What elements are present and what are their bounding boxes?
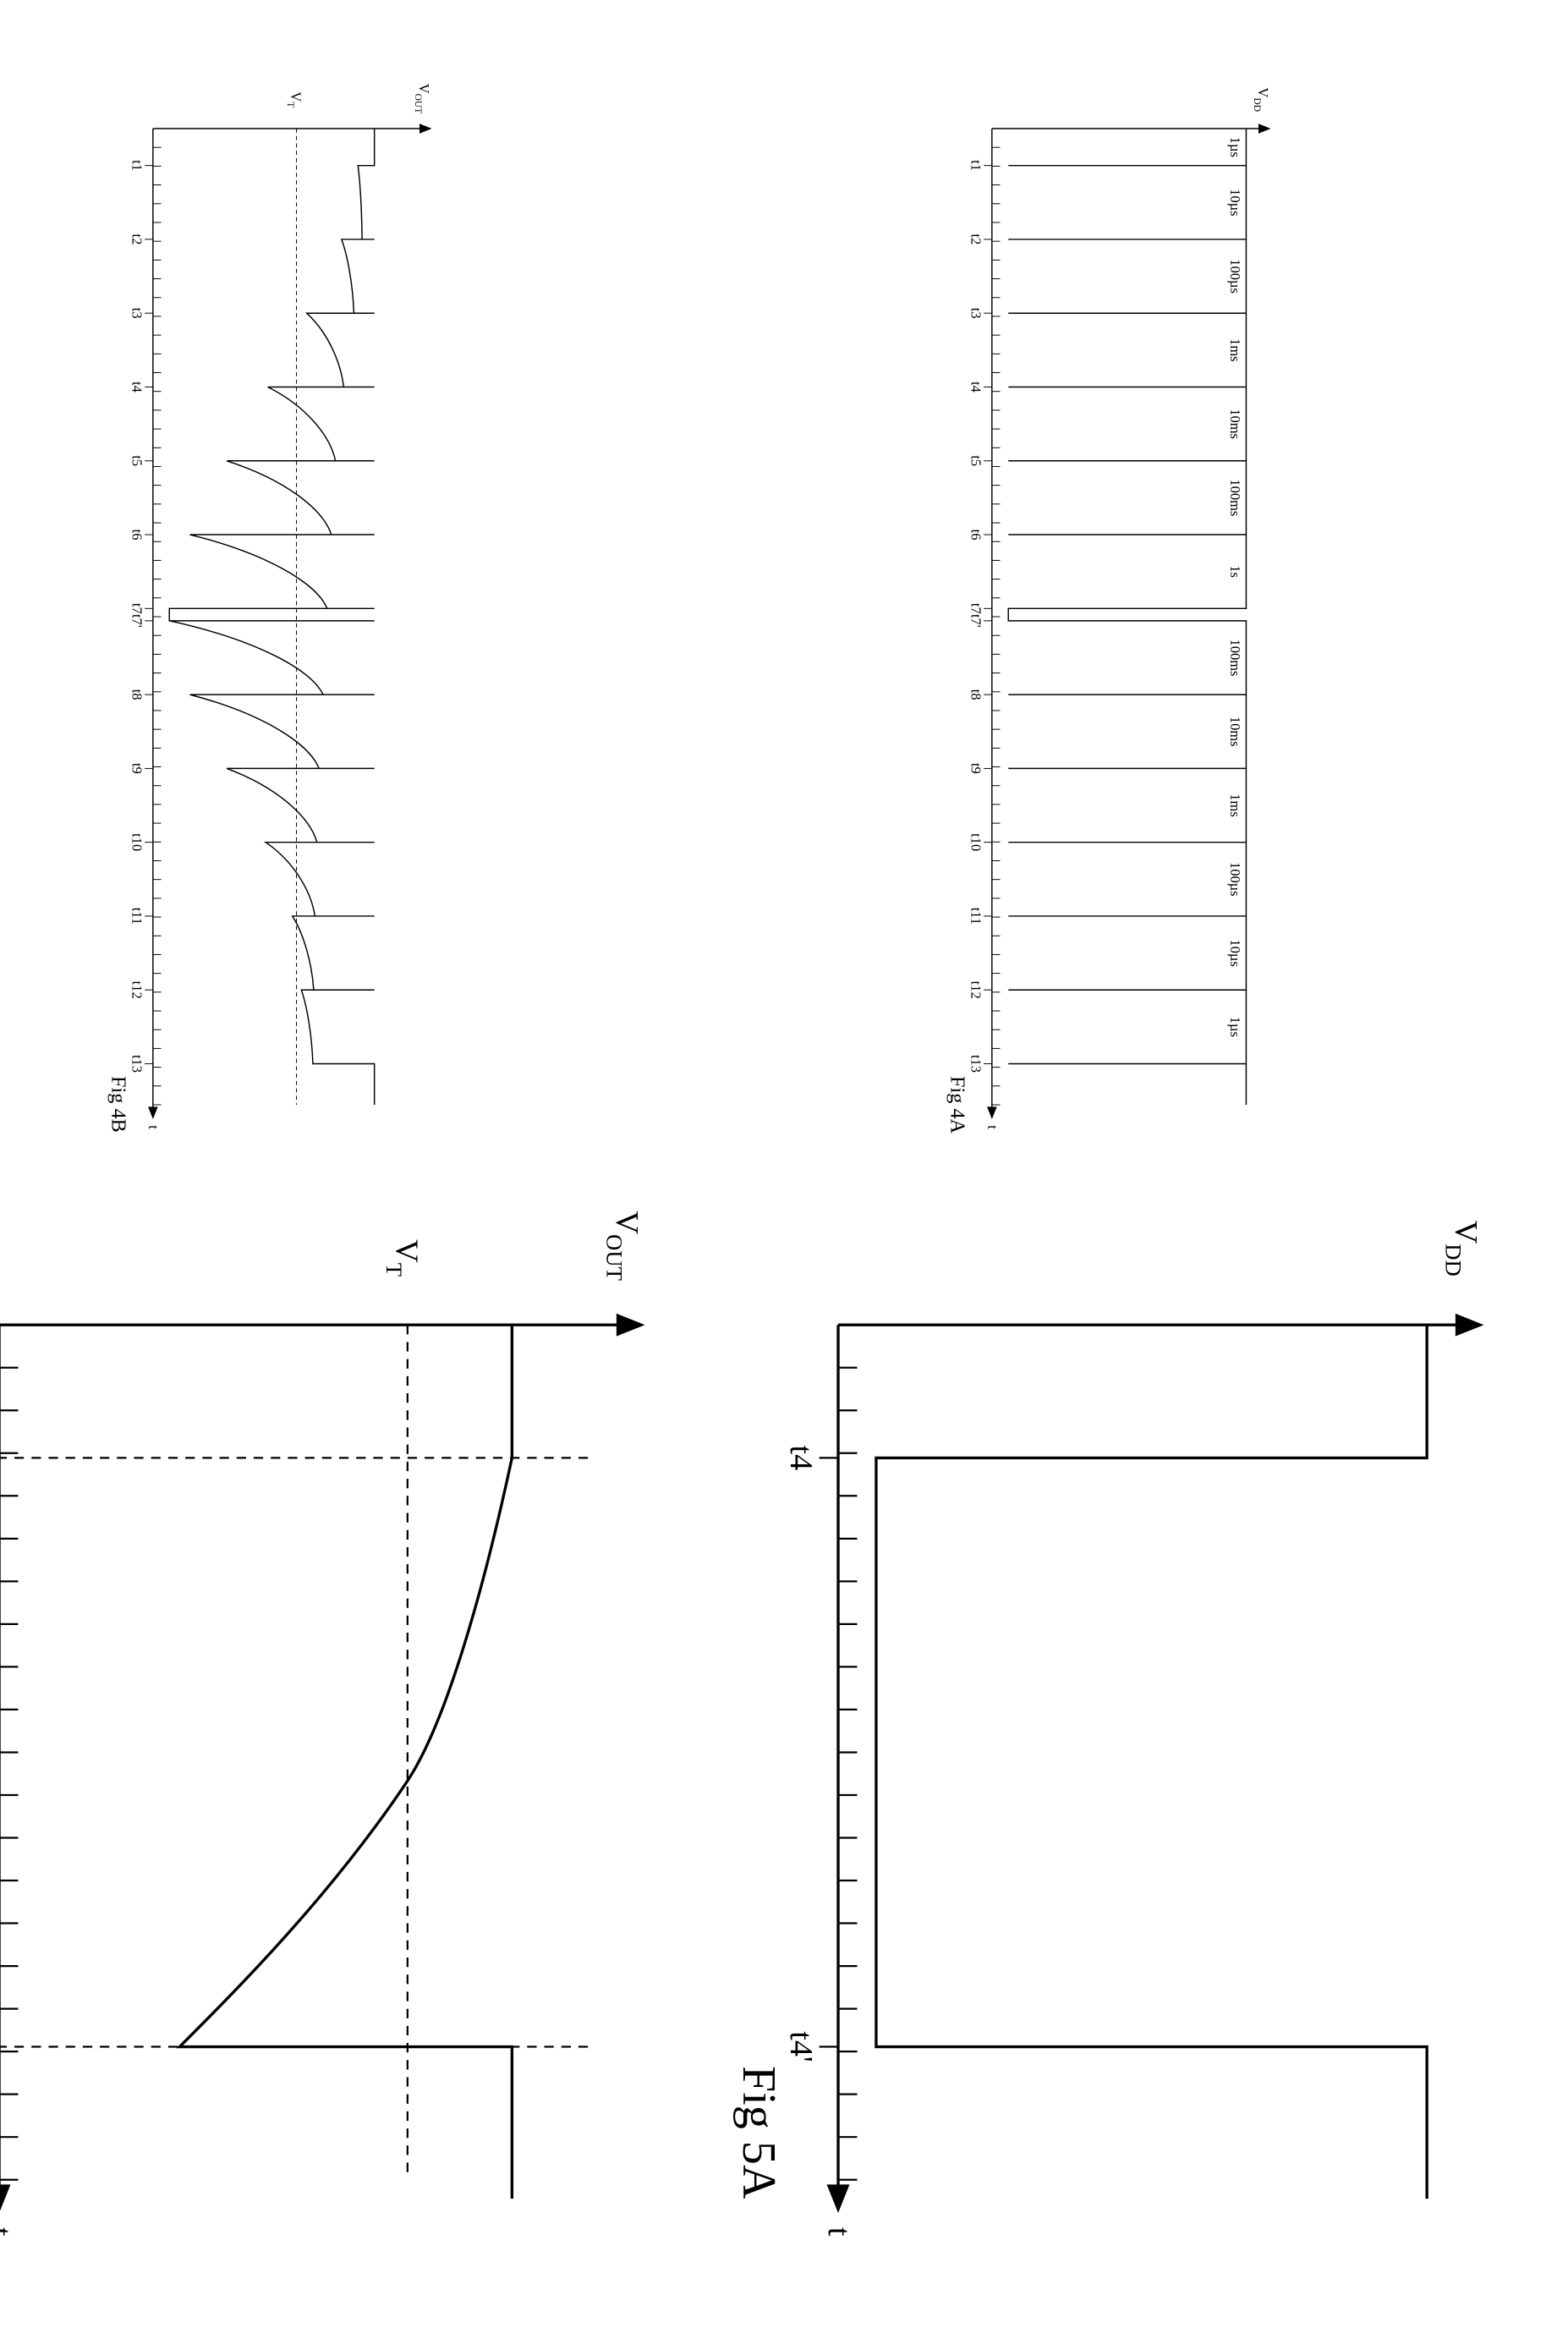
fig5a-xtick-label: t4 <box>783 1446 819 1471</box>
fig4a-xtick-label: t3 <box>968 308 984 319</box>
fig4b-signal <box>169 129 374 1105</box>
fig4a-minor-ticks <box>992 147 1001 1105</box>
fig4b-xtick-label: t11 <box>129 908 145 925</box>
fig4b-xtick-label: t3 <box>129 308 145 319</box>
fig4b-vt-label: VT <box>285 91 304 107</box>
fig4b-minor-ticks <box>153 147 162 1105</box>
fig5b-vt-label: VT <box>381 1239 424 1277</box>
fig4a-seg-label: 1ms <box>1227 338 1243 361</box>
fig4a-xtick-label: t10 <box>968 833 984 851</box>
fig5a-axes <box>827 1314 1484 2213</box>
fig4b-xtick-label: t6 <box>129 530 145 541</box>
fig5b-xlabel: t <box>0 2227 18 2237</box>
fig4b-xtick-label: t4 <box>129 382 145 393</box>
fig5b-svg: VOUT VT t4t4' t Fig 5B <box>0 1192 664 2275</box>
fig4a-seg-label: 100µs <box>1227 862 1243 897</box>
fig5a-ylabel: VDD <box>1441 1221 1483 1277</box>
fig4b-xtick-label: t1 <box>129 160 145 171</box>
fig5b-signal <box>179 1325 512 2199</box>
chart-grid: VDD 1µs10µs100µs1ms10ms100ms1s100ms10ms1… <box>65 75 1503 2275</box>
fig4b-ylabel: VOUT <box>413 84 432 114</box>
fig4a-xtick-label: t4 <box>968 382 984 393</box>
fig4a-xtick-label: t8 <box>968 689 984 700</box>
fig4a-seg-label: 100µs <box>1227 259 1243 294</box>
fig4a-seg-label: 100ms <box>1227 479 1243 516</box>
fig5a-minor-ticks <box>838 1368 857 2180</box>
fig4b-xtick-label: t12 <box>129 981 145 999</box>
fig5a-xticks: t4 t4' <box>783 1446 838 2062</box>
fig5a-svg: VDD t4 t4' t Fig 5A <box>715 1192 1503 2275</box>
fig4a-xticks: t1 t2 t3 t4 t5 t6 t7t7' t8 t9 t10 t11 t12 t13 <box>968 160 992 1073</box>
fig4a-seg-label: 1µs <box>1227 1017 1243 1037</box>
fig5b-axes <box>0 1314 645 2213</box>
fig4a-xlabel: t <box>984 1125 1001 1129</box>
fig4a-seg-label: 1µs <box>1227 137 1243 157</box>
fig4a-cell: VDD 1µs10µs100µs1ms10ms100ms1s100ms10ms1… <box>715 75 1503 1158</box>
fig4a-seg-label: 100ms <box>1227 640 1243 677</box>
fig4a-xtick-label: t11 <box>968 908 984 925</box>
fig4b-xticks: t1 t2 t3 t4 t5 t6 t7t7' t8 t9 t10 t11 t12 t13 <box>129 160 153 1073</box>
fig4a-xtick-label: t9 <box>968 763 984 774</box>
fig4a-seg-label: 10ms <box>1227 409 1243 439</box>
fig5a-xlabel: t <box>821 2227 857 2237</box>
fig5a-xtick-label: t4' <box>783 2031 819 2062</box>
fig4b-cell: VOUT VT t1t2t3t4t5t6t7t7't8t9t10t11t12t1… <box>0 75 664 1158</box>
fig4a-xtick-label: t2 <box>968 234 984 245</box>
fig4b-xtick-label: t2 <box>129 234 145 245</box>
fig4a-caption: Fig 4A <box>946 1076 968 1134</box>
fig4a-seg-labels: 1µs 10µs 100µs 1ms 10ms 100ms 1s 100ms 10ms 1ms 10… <box>1227 137 1243 1037</box>
fig4b-xtick-label: t10 <box>129 833 145 851</box>
fig4b-xtick-label: t7 <box>129 603 145 614</box>
fig4b-xtick-label: t9 <box>129 763 145 774</box>
fig5a-caption: Fig 5A <box>732 2066 785 2199</box>
fig4b-xtick-label: t5 <box>129 455 145 466</box>
fig4b-svg: VOUT VT t1t2t3t4t5t6t7t7't8t9t10t11t12t1… <box>0 75 664 1158</box>
fig5b-minor-ticks <box>0 1368 19 2180</box>
fig4b-caption: Fig 4B <box>107 1076 129 1133</box>
fig4a-seg-label: 10ms <box>1227 717 1243 747</box>
fig5a-cell: VDD t4 t4' t Fig 5A <box>715 1192 1503 2275</box>
fig4a-xtick-label: t1 <box>968 160 984 171</box>
fig4b-xtick-label: t8 <box>129 689 145 700</box>
fig4a-xtick-label: t12 <box>968 981 984 999</box>
fig5b-ylabel: VOUT <box>602 1211 644 1280</box>
fig5b-cell: VOUT VT t4t4' t Fig 5B <box>0 1192 664 2275</box>
fig4b-xlabel: t <box>145 1125 162 1129</box>
fig4b-axes <box>148 124 432 1119</box>
fig4a-seg-label: 1s <box>1227 565 1243 578</box>
fig4a-ylabel: VDD <box>1252 88 1271 113</box>
fig4a-xtick-label: t13 <box>968 1055 984 1073</box>
fig4a-svg: VDD 1µs10µs100µs1ms10ms100ms1s100ms10ms1… <box>715 75 1503 1158</box>
fig4a-seg-label: 10µs <box>1227 189 1243 216</box>
page-rotated-container: VDD 1µs10µs100µs1ms10ms100ms1s100ms10ms1… <box>65 75 1503 2275</box>
fig5a-signal <box>876 1325 1427 2199</box>
fig4a-signal <box>1008 129 1246 1105</box>
fig4a-xtick-label: t7' <box>968 614 984 628</box>
fig4b-xtick-label: t13 <box>129 1055 145 1073</box>
fig4a-xtick-label: t6 <box>968 530 984 541</box>
fig4a-seg-label: 10µs <box>1227 939 1243 966</box>
fig4a-xtick-label: t7 <box>968 603 984 614</box>
fig4b-xtick-label: t7' <box>129 614 145 628</box>
fig4a-seg-label: 1ms <box>1227 793 1243 816</box>
fig4a-xtick-label: t5 <box>968 455 984 466</box>
